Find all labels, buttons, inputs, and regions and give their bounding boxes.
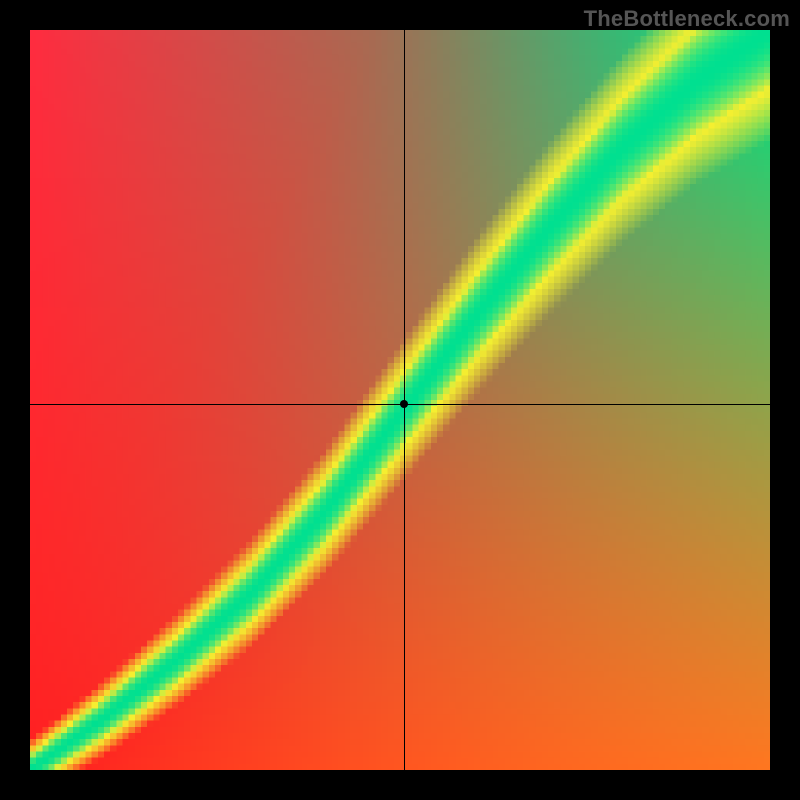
- bottleneck-chart: TheBottleneck.com: [0, 0, 800, 800]
- watermark-text: TheBottleneck.com: [584, 6, 790, 32]
- plot-area: [30, 30, 770, 770]
- heatmap-canvas: [30, 30, 770, 770]
